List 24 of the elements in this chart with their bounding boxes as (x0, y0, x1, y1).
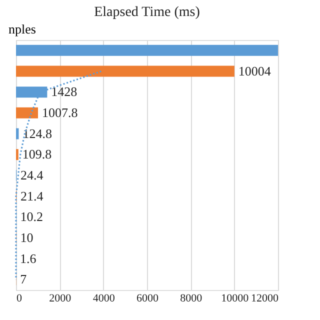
data-label: 10.2 (20, 209, 43, 224)
bar (16, 44, 278, 56)
x-tick-label: 2000 (49, 292, 72, 304)
x-tick-label: 12000 (251, 292, 279, 304)
data-label: 1007.8 (42, 104, 78, 120)
y-axis-title: nples (8, 22, 36, 36)
x-tick-label: 10000 (221, 292, 250, 304)
data-label: 24.4 (20, 167, 44, 182)
x-tick-label: 8000 (180, 292, 203, 304)
data-label: 124.8 (22, 126, 52, 141)
data-label: 1.6 (20, 250, 37, 266)
chart-title: Elapsed Time (ms) (94, 5, 200, 20)
bar (16, 128, 19, 140)
data-label: 10 (20, 230, 34, 245)
bar (16, 107, 38, 118)
x-tick-label: 6000 (136, 292, 159, 304)
x-tick-label: 0 (16, 292, 22, 304)
data-label: 7 (20, 272, 28, 287)
bar (16, 66, 234, 77)
data-label: 1428 (51, 84, 78, 100)
data-label: 109.8 (22, 146, 52, 162)
data-label: 10004 (238, 63, 272, 78)
data-label: 21.4 (20, 188, 44, 204)
x-tick-label: 4000 (92, 292, 116, 304)
